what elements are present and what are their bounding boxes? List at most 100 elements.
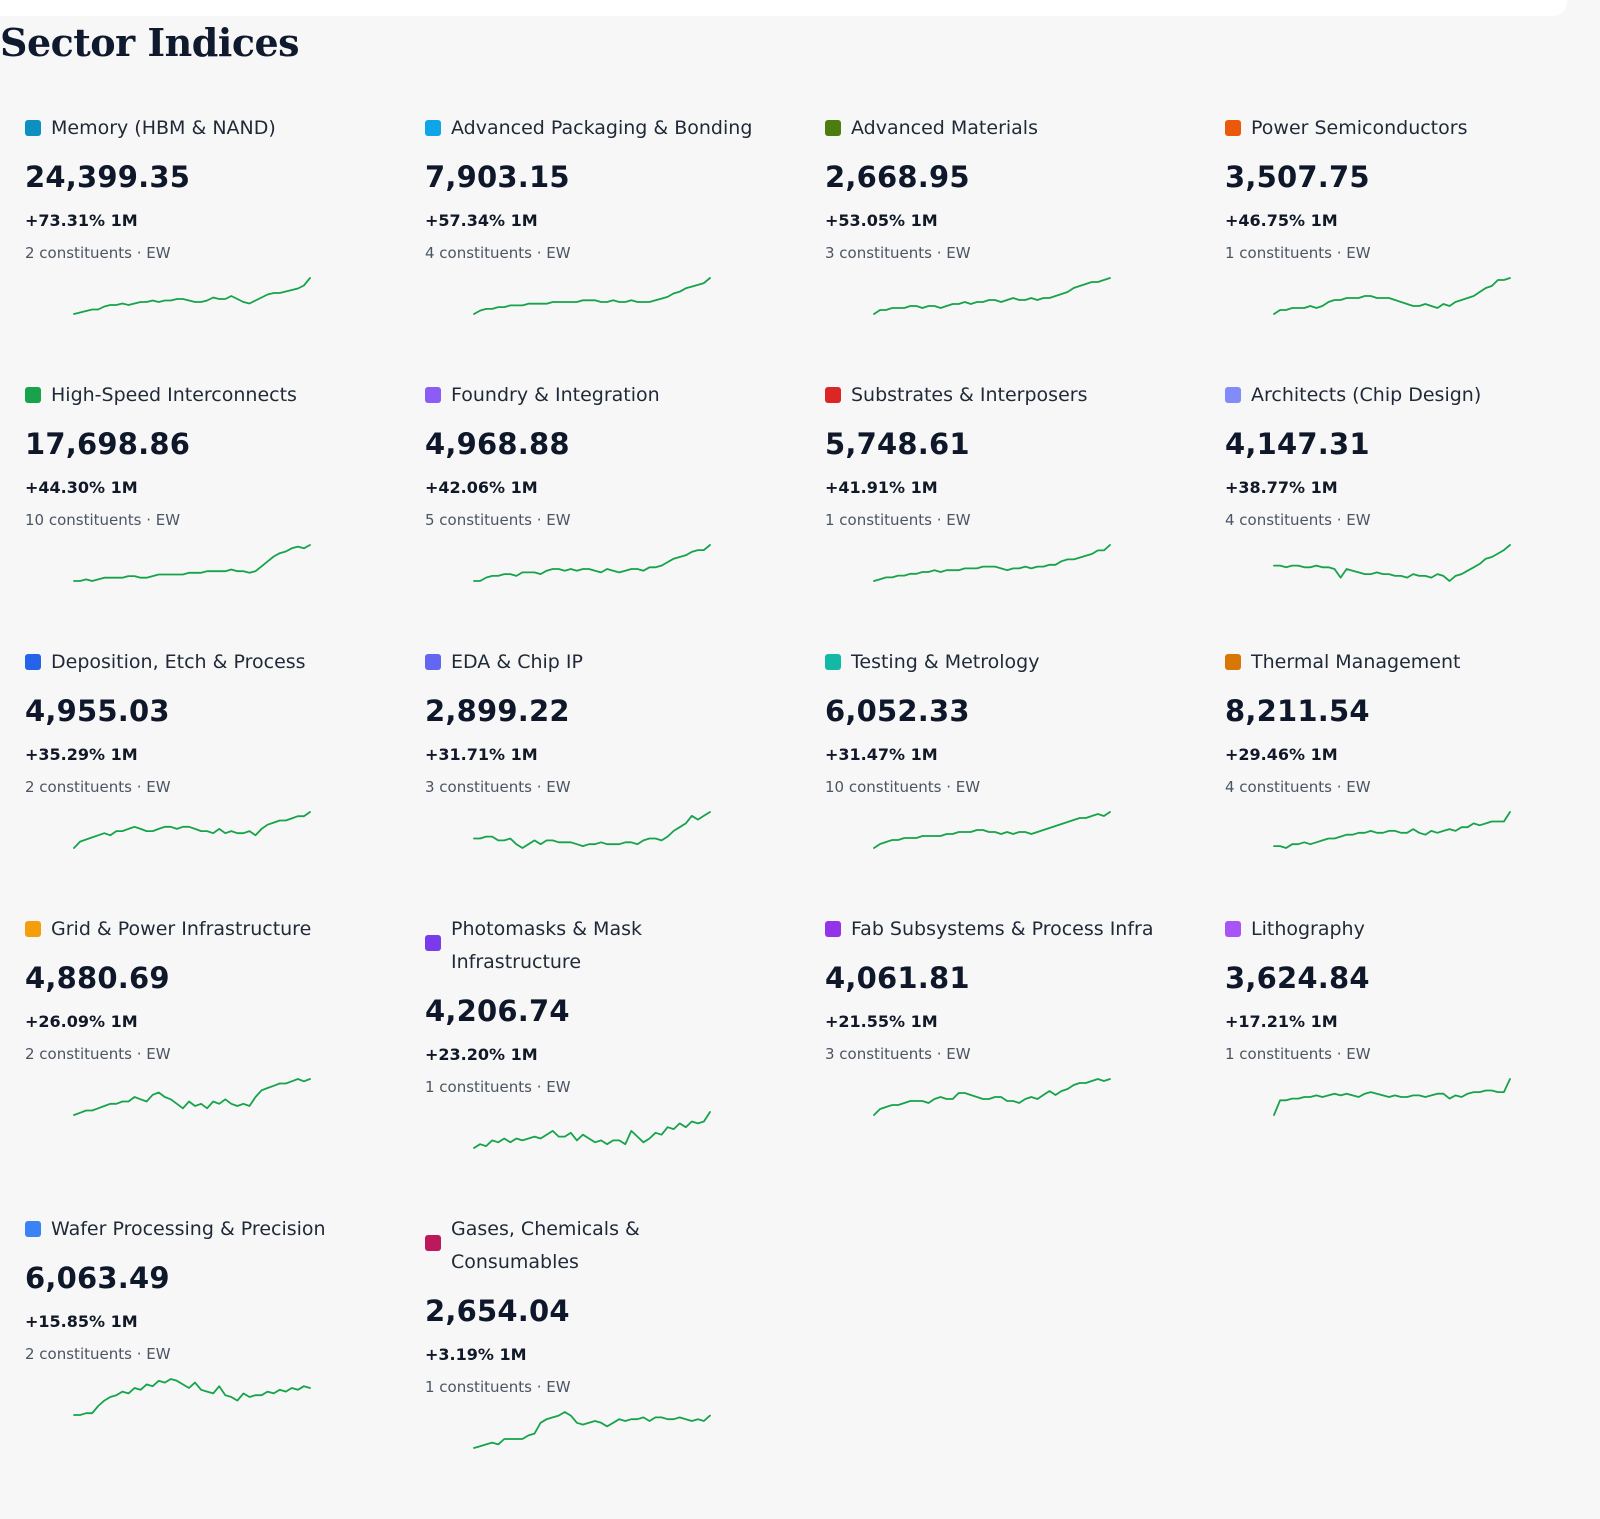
- sector-card[interactable]: High-Speed Interconnects 17,698.86 +44.30%…: [0, 267, 400, 582]
- sector-card-header: Advanced Materials: [825, 117, 1175, 145]
- sector-name: EDA & Chip IP: [451, 651, 583, 673]
- sector-index-value: 4,880.69: [25, 961, 170, 995]
- sector-card-header: Architects (Chip Design): [1225, 384, 1575, 412]
- sector-constituents: 1 constituents · EW: [825, 511, 971, 529]
- sparkline-chart: [73, 1378, 311, 1416]
- sector-name: Lithography: [1251, 918, 1365, 940]
- sector-index-value: 8,211.54: [1225, 694, 1370, 728]
- sector-change: +73.31% 1M: [25, 211, 138, 230]
- sparkline-line: [873, 1078, 1111, 1116]
- sector-color-swatch: [1225, 921, 1241, 937]
- sector-card-header: Thermal Management: [1225, 651, 1575, 679]
- sector-name: Power Semiconductors: [1251, 117, 1468, 139]
- sector-index-value: 3,507.75: [1225, 160, 1370, 194]
- sector-name: Wafer Processing & Precision: [51, 1218, 326, 1240]
- sector-index-value: 5,748.61: [825, 427, 970, 461]
- sector-card[interactable]: Foundry & Integration 4,968.88 +42.06% 1M 5…: [400, 267, 800, 582]
- sector-change: +17.21% 1M: [1225, 1012, 1338, 1031]
- sector-card[interactable]: Substrates & Interposers 5,748.61 +41.91% …: [800, 267, 1200, 582]
- page-title: Sector Indices: [0, 20, 300, 65]
- sector-constituents: 2 constituents · EW: [25, 778, 171, 796]
- sector-card[interactable]: Gases, Chemicals & Consumables 2,654.04 +3…: [400, 1101, 800, 1449]
- sparkline-chart: [873, 277, 1111, 315]
- sparkline-line: [473, 1111, 711, 1149]
- sector-card[interactable]: Advanced Packaging & Bonding 7,903.15 +57.…: [400, 0, 800, 315]
- sector-constituents: 10 constituents · EW: [825, 778, 981, 796]
- sparkline-line: [473, 811, 711, 849]
- sparkline-line: [73, 811, 311, 849]
- sector-card[interactable]: Grid & Power Infrastructure 4,880.69 +26.0…: [0, 801, 400, 1116]
- sparkline-line: [473, 544, 711, 582]
- sparkline-line: [73, 544, 311, 582]
- sector-card[interactable]: Advanced Materials 2,668.95 +53.05% 1M 3 co…: [800, 0, 1200, 315]
- sparkline-chart: [1273, 544, 1511, 582]
- sparkline-line: [73, 1078, 311, 1116]
- sector-color-swatch: [25, 654, 41, 670]
- sector-card[interactable]: Photomasks & Mask Infrastructure 4,206.74…: [400, 801, 800, 1149]
- sector-index-value: 2,654.04: [425, 1294, 570, 1328]
- sector-card[interactable]: Fab Subsystems & Process Infra 4,061.81 +2…: [800, 801, 1200, 1116]
- sector-card-header: Foundry & Integration: [425, 384, 775, 412]
- sparkline-line: [1273, 544, 1511, 582]
- sector-color-swatch: [825, 654, 841, 670]
- sector-name: Foundry & Integration: [451, 384, 660, 406]
- sector-constituents: 3 constituents · EW: [425, 778, 571, 796]
- sector-name: High-Speed Interconnects: [51, 384, 297, 406]
- sector-name: Grid & Power Infrastructure: [51, 918, 312, 940]
- sector-index-value: 4,061.81: [825, 961, 970, 995]
- sparkline-line: [473, 1411, 711, 1449]
- sector-color-swatch: [425, 654, 441, 670]
- sector-constituents: 1 constituents · EW: [1225, 244, 1371, 262]
- sector-constituents: 2 constituents · EW: [25, 1045, 171, 1063]
- sector-name: Testing & Metrology: [851, 651, 1040, 673]
- sector-card-header: Lithography: [1225, 918, 1575, 946]
- sector-color-swatch: [1225, 387, 1241, 403]
- sector-card[interactable]: EDA & Chip IP 2,899.22 +31.71% 1M 3 constit…: [400, 534, 800, 849]
- sector-constituents: 2 constituents · EW: [25, 244, 171, 262]
- sector-change: +3.19% 1M: [425, 1345, 527, 1364]
- sparkline-line: [873, 544, 1111, 582]
- sparkline-line: [873, 811, 1111, 849]
- sparkline-line: [1273, 1078, 1511, 1116]
- sparkline-chart: [73, 811, 311, 849]
- sector-change: +53.05% 1M: [825, 211, 938, 230]
- sector-index-value: 24,399.35: [25, 160, 191, 194]
- sector-constituents: 2 constituents · EW: [25, 1345, 171, 1363]
- sector-name: Architects (Chip Design): [1251, 384, 1482, 406]
- sector-constituents: 1 constituents · EW: [425, 1078, 571, 1096]
- sector-color-swatch: [1225, 654, 1241, 670]
- sparkline-chart: [1273, 1078, 1511, 1116]
- sector-color-swatch: [425, 1235, 441, 1251]
- sector-card-header: High-Speed Interconnects: [25, 384, 375, 412]
- sparkline-chart: [473, 277, 711, 315]
- sector-color-swatch: [825, 387, 841, 403]
- sparkline-line: [873, 277, 1111, 315]
- sector-index-value: 4,955.03: [25, 694, 170, 728]
- sparkline-chart: [73, 1078, 311, 1116]
- sparkline-chart: [473, 544, 711, 582]
- sector-card-header: EDA & Chip IP: [425, 651, 775, 679]
- sector-name: Thermal Management: [1251, 651, 1461, 673]
- sector-name: Deposition, Etch & Process: [51, 651, 306, 673]
- sector-card[interactable]: Testing & Metrology 6,052.33 +31.47% 1M 10 …: [800, 534, 1200, 849]
- sector-card[interactable]: Thermal Management 8,211.54 +29.46% 1M 4 co…: [1200, 534, 1600, 849]
- sector-card-header: Photomasks & Mask Infrastructure: [425, 918, 665, 979]
- sector-card[interactable]: Deposition, Etch & Process 4,955.03 +35.29…: [0, 534, 400, 849]
- sector-change: +57.34% 1M: [425, 211, 538, 230]
- sector-change: +44.30% 1M: [25, 478, 138, 497]
- sparkline-chart: [873, 1078, 1111, 1116]
- sector-card-header: Gases, Chemicals & Consumables: [425, 1218, 665, 1279]
- sector-card[interactable]: Lithography 3,624.84 +17.21% 1M 1 constitue…: [1200, 801, 1600, 1116]
- sector-card[interactable]: Power Semiconductors 3,507.75 +46.75% 1M 1 …: [1200, 0, 1600, 315]
- sparkline-line: [473, 277, 711, 315]
- sector-change: +31.71% 1M: [425, 745, 538, 764]
- sparkline-line: [73, 277, 311, 315]
- sector-card[interactable]: Memory (HBM & NAND) 24,399.35 +73.31% 1M 2 …: [0, 0, 400, 315]
- sector-card-header: Advanced Packaging & Bonding: [425, 117, 775, 145]
- sector-card-header: Grid & Power Infrastructure: [25, 918, 375, 946]
- sector-change: +21.55% 1M: [825, 1012, 938, 1031]
- sector-card[interactable]: Wafer Processing & Precision 6,063.49 +15.…: [0, 1101, 400, 1416]
- sector-card[interactable]: Architects (Chip Design) 4,147.31 +38.77% …: [1200, 267, 1600, 582]
- sparkline-line: [73, 1378, 311, 1416]
- sector-index-value: 3,624.84: [1225, 961, 1370, 995]
